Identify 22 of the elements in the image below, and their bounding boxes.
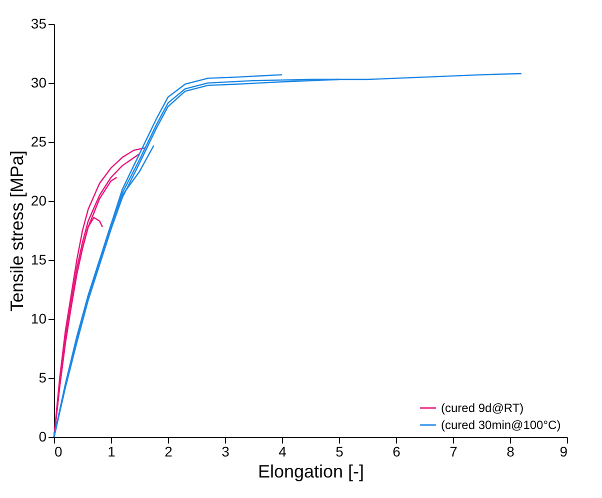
y-tick-label: 10 [30, 310, 47, 326]
y-tick-label: 15 [30, 252, 47, 268]
x-axis-title: Elongation [-] [258, 462, 364, 482]
x-tick-label: 6 [392, 444, 401, 460]
x-tick-label: 3 [222, 444, 230, 460]
y-tick-label: 25 [30, 134, 47, 150]
x-tick-label: 1 [108, 444, 116, 460]
y-tick-label: 35 [30, 16, 47, 32]
x-tick-label: 8 [506, 444, 515, 460]
y-tick-label: 20 [30, 192, 47, 208]
x-tick-label: 0 [54, 444, 62, 460]
x-tick-label: 5 [336, 444, 344, 460]
y-tick-label: 30 [30, 74, 47, 90]
legend-label: (cured 30min@100°C) [441, 418, 561, 432]
x-tick-label: 2 [164, 444, 173, 460]
legend-label: (cured 9d@RT) [441, 401, 524, 415]
y-tick-label: 5 [38, 370, 47, 386]
y-axis-title: Tensile stress [MPa] [6, 150, 27, 312]
x-tick-label: 9 [560, 444, 568, 460]
x-tick-label: 4 [278, 444, 287, 460]
y-tick-label: 0 [38, 428, 47, 444]
x-tick-label: 7 [450, 444, 458, 460]
